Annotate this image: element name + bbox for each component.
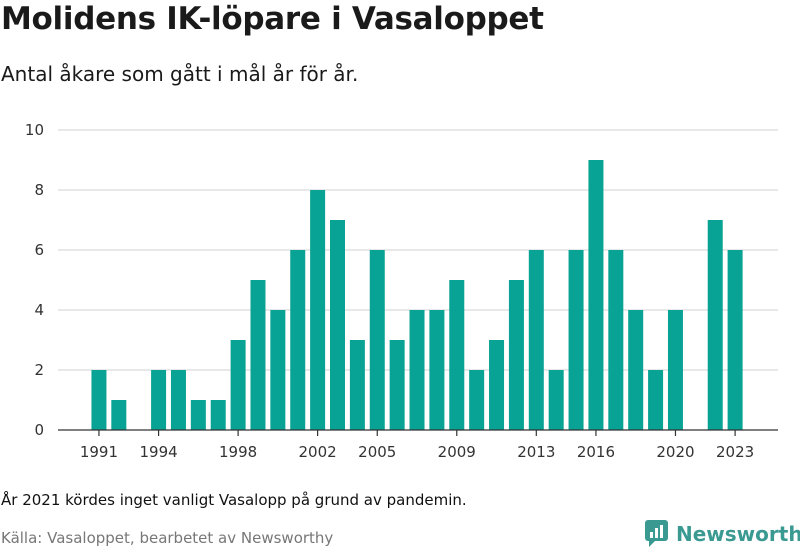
bar-2012 [508,280,524,430]
bar-2020 [667,310,683,430]
y-tick-label: 2 [34,361,44,379]
bar-2010 [469,370,485,430]
bar-1996 [190,400,206,430]
bar-2023 [727,250,743,430]
y-axis-labels: 0 2 4 6 8 10 [25,121,44,439]
x-tick-label: 2016 [577,443,615,461]
chart-title: Molidens IK-löpare i Vasaloppet [1,1,544,37]
x-tick-label: 1991 [80,443,118,461]
bar-1998 [230,340,246,430]
bar-2017 [608,250,624,430]
bar-1999 [250,280,266,430]
x-tick-label: 2020 [656,443,694,461]
bars [91,160,743,430]
y-tick-label: 6 [34,241,44,259]
bar-1991 [91,370,107,430]
bar-2015 [568,250,584,430]
bar-1992 [111,400,127,430]
bar-2011 [489,340,505,430]
x-tick-label: 2023 [716,443,754,461]
x-tick-label: 1998 [219,443,257,461]
bar-1995 [170,370,186,430]
bar-2014 [548,370,564,430]
newsworthy-logo[interactable]: Newsworthy [644,519,800,549]
bar-2013 [528,250,544,430]
bar-2006 [389,340,405,430]
bar-2003 [330,220,345,430]
footnote: År 2021 kördes inget vanligt Vasalopp på… [1,491,467,509]
bar-1997 [210,400,226,430]
x-tick-label: 2005 [358,443,396,461]
x-tick-label: 2002 [299,443,337,461]
bar-2007 [409,310,425,430]
newsworthy-logo-icon [645,520,668,547]
chart-subtitle: Antal åkare som gått i mål år för år. [1,62,359,86]
bar-2009 [449,280,465,430]
x-tick-label: 2013 [517,443,555,461]
y-tick-label: 0 [34,421,44,439]
y-tick-label: 4 [34,301,44,319]
bar-2005 [369,250,385,430]
bar-1994 [151,370,167,430]
y-tick-label: 8 [34,181,44,199]
x-tick-label: 2009 [438,443,476,461]
bar-2022 [707,220,723,430]
bar-2018 [628,310,644,430]
brand-name: Newsworthy [676,522,800,546]
bar-2000 [270,310,286,430]
bar-2004 [349,340,365,430]
bar-2019 [648,370,664,430]
x-axis: 1991 1994 1998 2002 2005 2009 2013 2016 2020 2023 [58,429,778,461]
y-tick-label: 10 [25,121,44,139]
bar-2001 [290,250,306,430]
x-tick-label: 1994 [139,443,177,461]
source-text: Källa: Vasaloppet, bearbetet av Newswort… [1,529,334,547]
bar-2008 [429,310,445,430]
bar-chart: 0 2 4 6 8 10 1991 1994 1998 2002 2005 2009 2013 2016… [25,121,778,461]
bar-2002 [310,190,326,430]
bar-2016 [588,160,604,430]
